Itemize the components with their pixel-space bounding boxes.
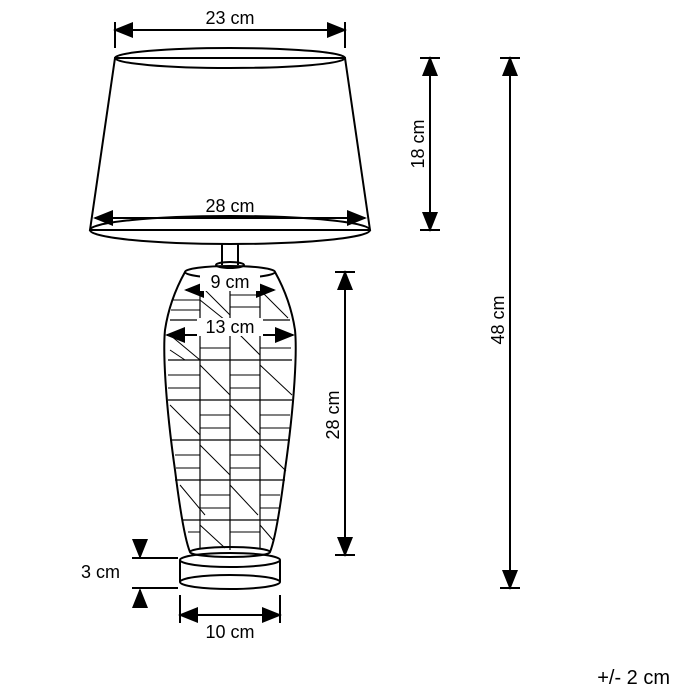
label-shade-height: 18 cm bbox=[408, 119, 428, 168]
tolerance-note: +/- 2 cm bbox=[597, 667, 670, 690]
dim-shade-top: 23 cm bbox=[115, 8, 345, 48]
label-vase-height: 28 cm bbox=[323, 390, 343, 439]
dim-vase-neck: 9 cm bbox=[186, 272, 274, 292]
dim-vase-height: 28 cm bbox=[323, 272, 355, 555]
label-base-width: 10 cm bbox=[205, 622, 254, 642]
dim-base-height: 3 cm bbox=[81, 540, 178, 605]
label-vase-shoulder: 13 cm bbox=[205, 317, 254, 337]
lamp-dimension-diagram: 23 cm 28 cm 18 cm 48 cm 9 cm 13 cm 28 cm bbox=[0, 0, 700, 700]
label-shade-bottom: 28 cm bbox=[205, 196, 254, 216]
label-total-height: 48 cm bbox=[488, 295, 508, 344]
label-shade-top: 23 cm bbox=[205, 8, 254, 28]
label-vase-neck: 9 cm bbox=[210, 272, 249, 292]
dim-shade-bottom: 28 cm bbox=[95, 196, 365, 218]
lamp-base bbox=[180, 553, 280, 589]
dim-base-width: 10 cm bbox=[180, 595, 280, 642]
dim-shade-height: 18 cm bbox=[408, 58, 440, 230]
lamp-neck bbox=[216, 244, 244, 268]
label-base-height: 3 cm bbox=[81, 562, 120, 582]
dim-total-height: 48 cm bbox=[488, 58, 520, 588]
